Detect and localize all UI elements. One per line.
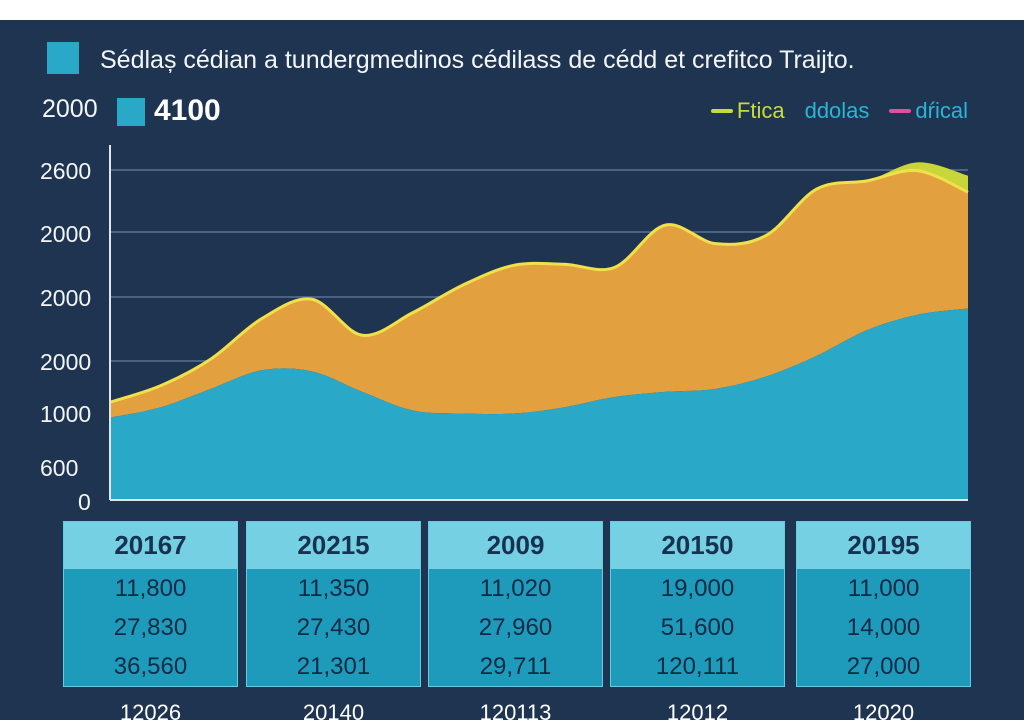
card-value: 14,000 — [846, 613, 921, 641]
legend-item-drical: dŕical — [889, 98, 968, 124]
legend-label-ddolas: ddolas — [804, 98, 870, 123]
chart-title: Sédlaș cédian a tundergmedinos cédilass … — [100, 46, 855, 74]
card-value: 11,020 — [479, 574, 552, 602]
card-year: 20215 — [247, 522, 420, 569]
card-value: 19,000 — [660, 574, 735, 602]
footer-label: 12020 — [852, 700, 915, 720]
y-tick-label: 1000 — [40, 401, 92, 427]
card-year: 20150 — [611, 522, 784, 569]
y-tick-label: 2000 — [40, 349, 92, 375]
badge-value: 4100 — [154, 94, 221, 127]
area-outline — [109, 168, 969, 404]
card-value: 27,830 — [113, 613, 188, 641]
summary-card: 2009 11,020 27,960 29,711 — [428, 521, 603, 687]
card-value: 29,711 — [479, 652, 552, 680]
chart-areas — [109, 162, 969, 500]
legend-label-ftica: Ftica — [736, 98, 785, 123]
card-year: 20195 — [797, 522, 970, 569]
card-value: 27,960 — [478, 613, 553, 641]
legend-label-drical: dŕical — [915, 98, 968, 123]
title-swatch — [47, 42, 79, 74]
footer-label: 120113 — [479, 700, 552, 720]
summary-card: 20150 19,000 51,600 120,111 — [610, 521, 785, 687]
card-year: 20167 — [64, 522, 237, 569]
legend-line-drical — [889, 109, 912, 113]
footer-label: 20140 — [302, 700, 365, 720]
legend-item-ddolas: ddolas — [805, 98, 870, 124]
chart-axes — [109, 145, 968, 501]
badge-swatch — [117, 98, 145, 126]
summary-card: 20195 11,000 14,000 27,000 — [796, 521, 971, 687]
card-value: 27,430 — [296, 613, 371, 641]
card-value: 21,301 — [296, 652, 371, 680]
card-value: 11,000 — [847, 574, 920, 602]
y-tick-label: 600 — [40, 455, 79, 481]
y-tick-label: 0 — [78, 489, 91, 515]
card-value: 27,000 — [846, 652, 921, 680]
summary-card: 20167 11,800 27,830 36,560 — [63, 521, 238, 687]
summary-card: 20215 11,350 27,430 21,301 — [246, 521, 421, 687]
top-left-value: 2000 — [42, 95, 98, 123]
card-value: 120,111 — [655, 652, 740, 680]
card-value: 11,350 — [297, 574, 370, 602]
legend: Ftica ddolas dŕical — [710, 98, 968, 124]
card-value: 11,800 — [114, 574, 187, 602]
legend-line-ftica — [710, 109, 733, 113]
y-tick-label: 2000 — [40, 221, 92, 247]
y-tick-label: 2000 — [40, 285, 92, 311]
card-value: 51,600 — [660, 613, 735, 641]
summary-cards: 20167 11,800 27,830 36,560 20215 11,350 … — [63, 521, 971, 687]
area-series-bottom — [110, 308, 968, 500]
footer-label: 12012 — [666, 700, 729, 720]
card-year: 2009 — [429, 522, 602, 569]
footer-label: 12026 — [119, 700, 182, 720]
legend-item-ftica: Ftica — [710, 98, 785, 124]
area-series-middle — [110, 170, 968, 418]
card-value: 36,560 — [113, 652, 188, 680]
y-tick-label: 2600 — [40, 158, 92, 184]
